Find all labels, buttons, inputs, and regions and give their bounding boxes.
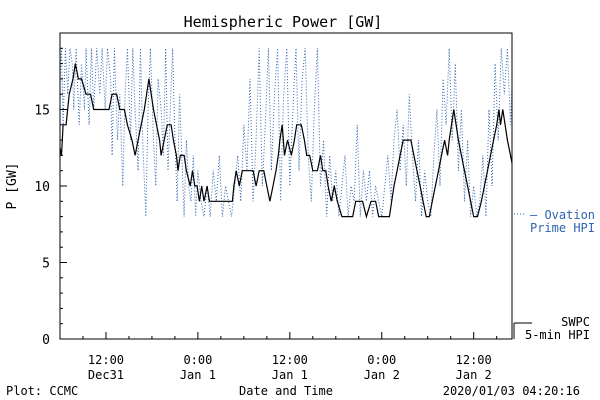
x-tick-time-label: 0:00 — [183, 353, 212, 367]
y-axis-label: P [GW] — [5, 163, 20, 210]
footer-credit: Plot: CCMC — [6, 384, 78, 398]
legend: — Ovation Prime HPI SWPC 5-min HPI — [513, 208, 595, 342]
legend-swpc-label-line1: SWPC — [561, 315, 590, 329]
x-tick-date-label: Dec31 — [88, 368, 124, 382]
legend-ovation-label-line2: Prime HPI — [530, 221, 595, 235]
x-tick-time-label: 12:00 — [456, 353, 492, 367]
legend-ovation-label-line1: — Ovation — [530, 208, 595, 222]
y-tick-label: 0 — [42, 333, 50, 348]
series-line-swpc — [60, 63, 512, 219]
y-tick-label: 5 — [42, 257, 50, 272]
y-axis: 0 5 10 15 — [34, 32, 67, 348]
series-layer — [60, 48, 512, 219]
y-tick-label: 15 — [34, 104, 50, 119]
y-tick-label: 10 — [34, 180, 50, 195]
x-tick-date-label: Jan 1 — [180, 368, 216, 382]
x-axis-label: Date and Time — [239, 384, 333, 398]
chart-title: Hemispheric Power [GW] — [184, 13, 383, 31]
footer-timestamp: 2020/01/03 04:20:16 — [443, 384, 580, 398]
series-line-ovation-prime — [60, 48, 512, 217]
x-tick-time-label: 12:00 — [88, 353, 124, 367]
x-tick-time-label: 0:00 — [367, 353, 396, 367]
x-tick-time-label: 12:00 — [272, 353, 308, 367]
x-tick-date-label: Jan 2 — [456, 368, 492, 382]
legend-swpc-label-line2: 5-min HPI — [525, 328, 590, 342]
x-tick-date-label: Jan 1 — [272, 368, 308, 382]
plot-frame — [59, 32, 513, 340]
x-tick-date-label: Jan 2 — [364, 368, 400, 382]
